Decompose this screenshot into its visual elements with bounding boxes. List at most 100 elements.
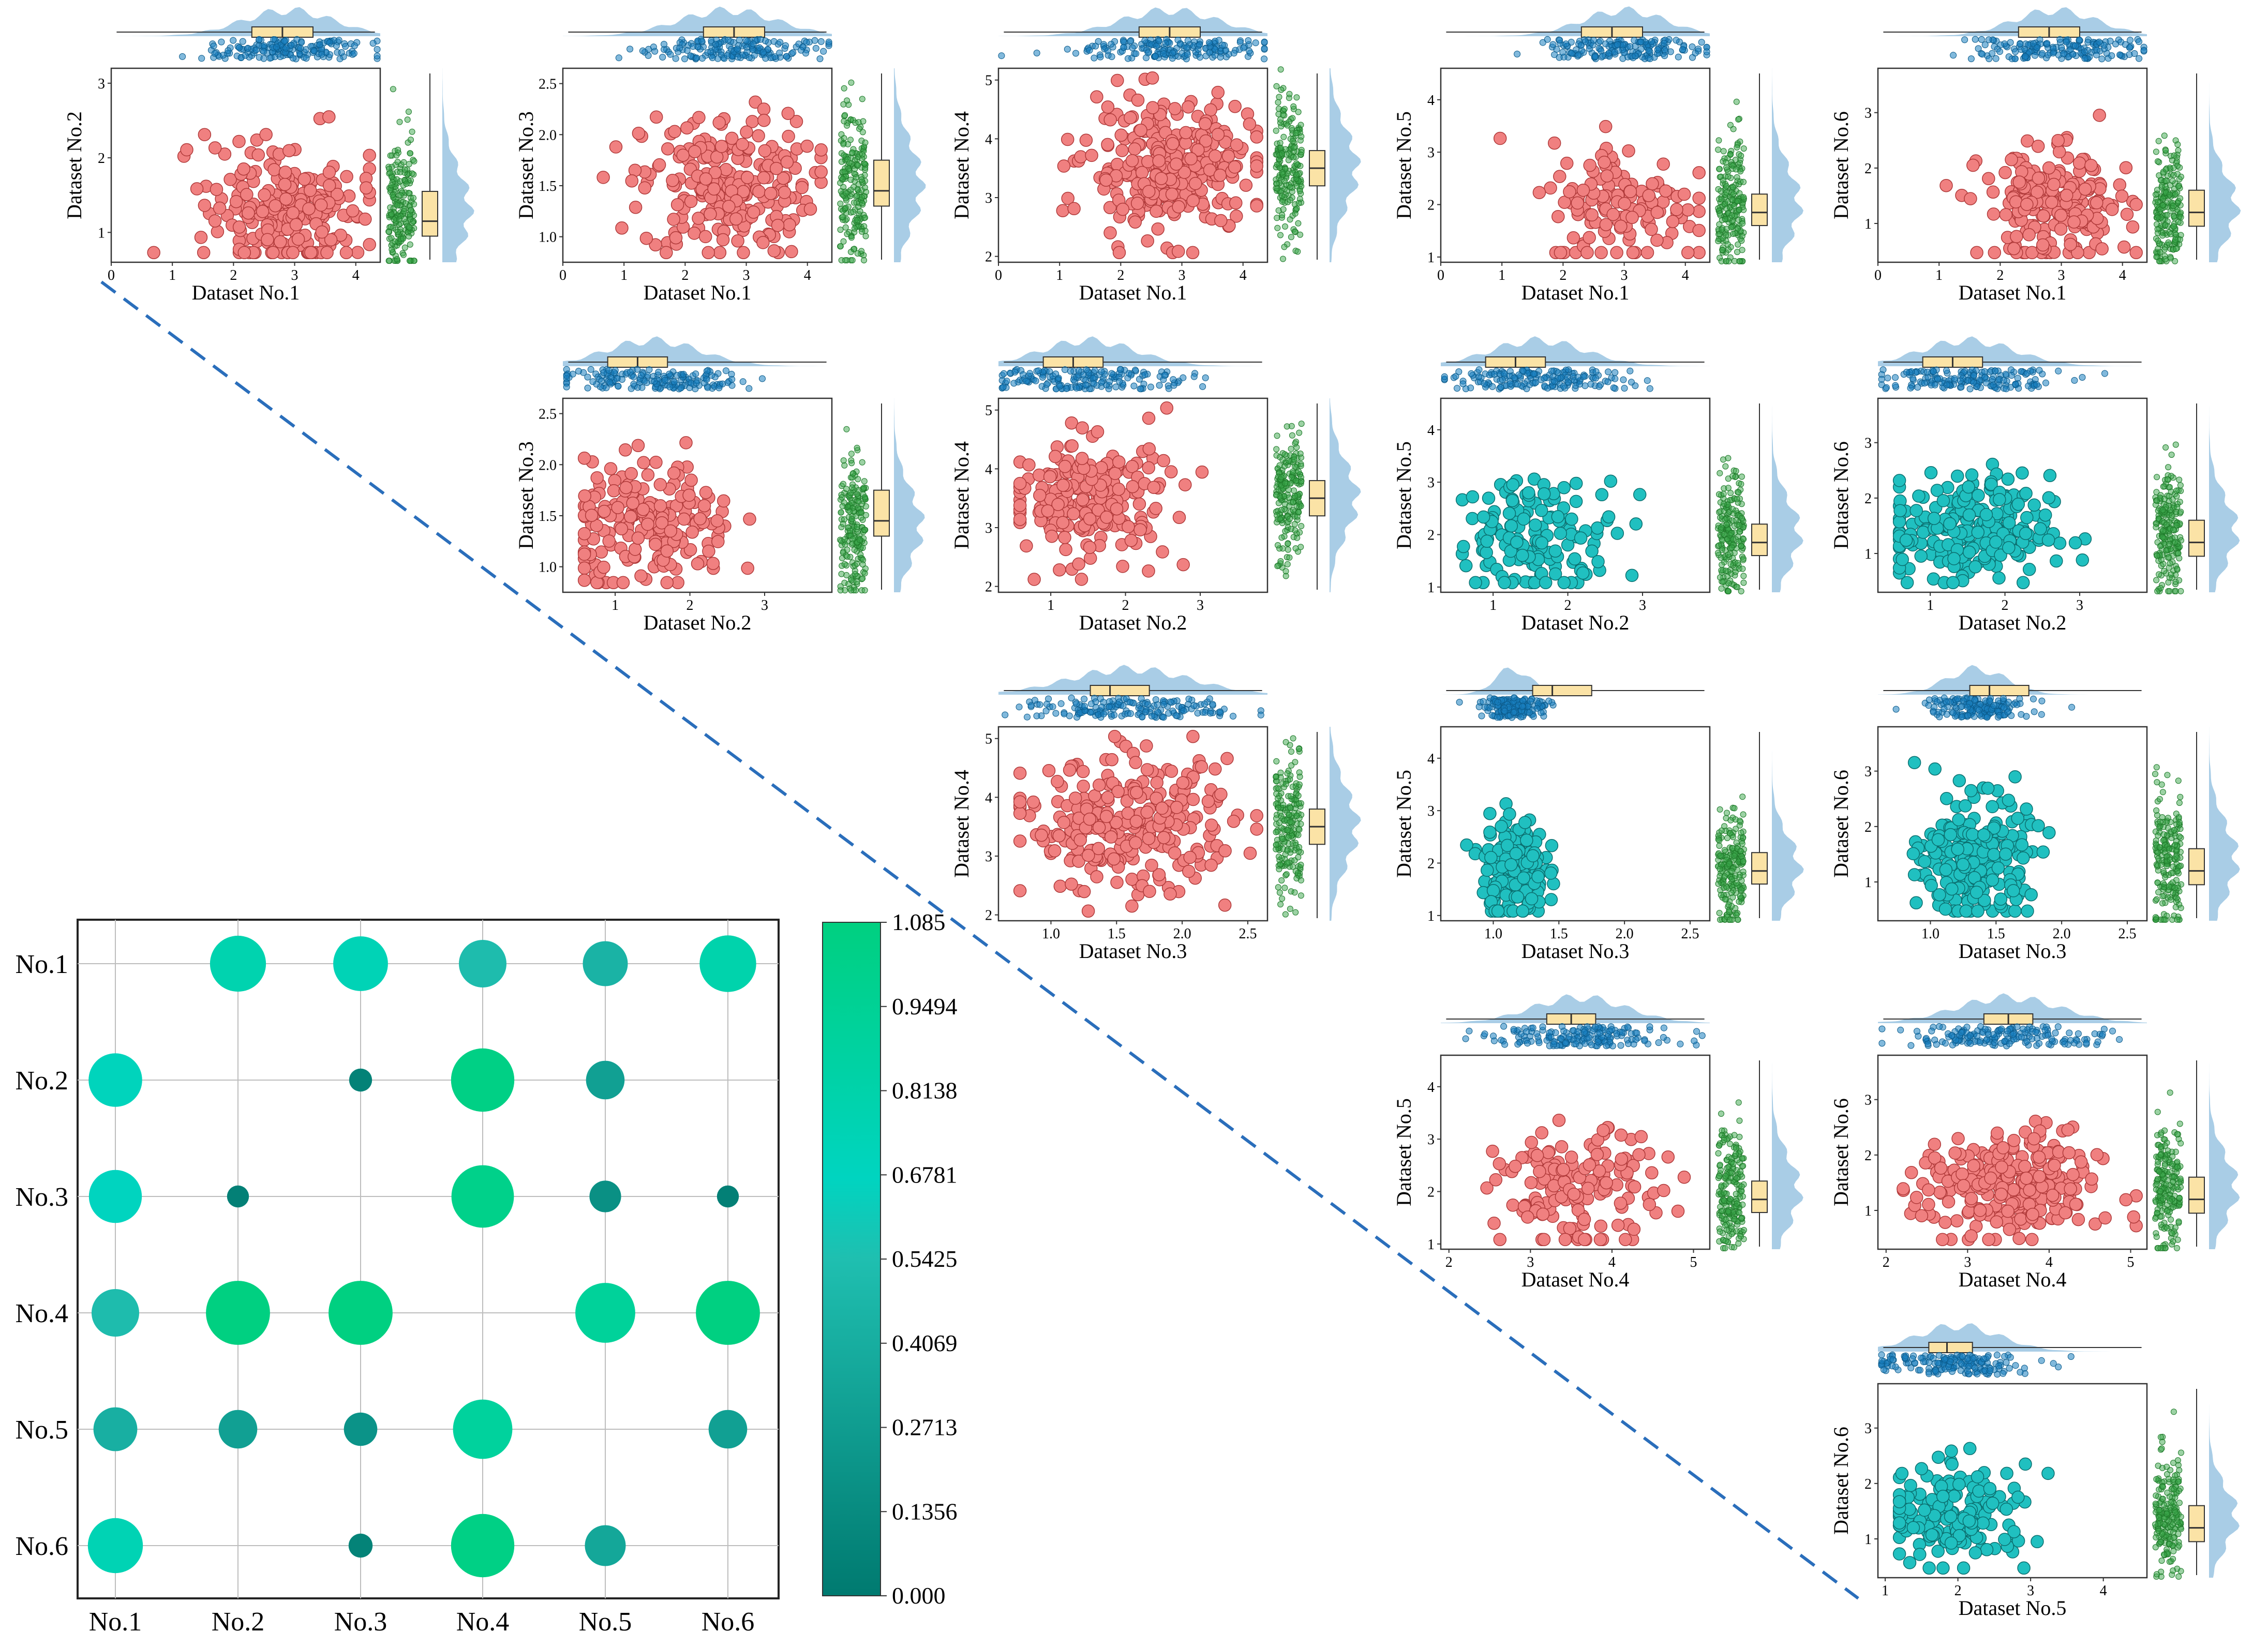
scatter-point <box>649 110 663 124</box>
top-point <box>762 55 769 62</box>
scatter-point <box>1135 166 1149 179</box>
side-point <box>388 182 395 189</box>
side-density <box>894 68 926 262</box>
side-point <box>857 551 864 558</box>
top-point <box>1576 381 1584 388</box>
top-point <box>1170 376 1177 383</box>
x-axis-label: Dataset No.1 <box>192 281 300 304</box>
side-point <box>862 233 869 239</box>
side-point <box>848 79 855 86</box>
side-point <box>2164 212 2171 218</box>
scatter-point <box>1065 439 1079 453</box>
top-point <box>260 48 267 55</box>
scatter-point <box>274 235 287 249</box>
scatter-point <box>1101 138 1114 152</box>
top-point <box>782 42 789 49</box>
scatter-point <box>267 163 281 176</box>
top-point <box>1675 53 1682 61</box>
side-point <box>2175 183 2182 190</box>
scatter-point <box>716 233 730 247</box>
scatter-point <box>2012 175 2026 189</box>
side-point <box>1740 145 1747 152</box>
top-point <box>1003 378 1010 385</box>
top-point <box>639 47 646 54</box>
scatter-point <box>1164 465 1178 478</box>
scatter-point <box>597 560 610 574</box>
top-point <box>698 37 705 44</box>
side-point <box>1740 178 1747 185</box>
side-point <box>401 166 408 173</box>
scatter-point <box>1554 527 1567 540</box>
top-point <box>273 43 280 51</box>
scatter-point <box>1067 507 1080 521</box>
top-point <box>1645 47 1652 54</box>
scatter-point <box>607 484 621 498</box>
side-point <box>409 170 415 177</box>
top-point <box>2036 367 2043 374</box>
scatter-point <box>2051 133 2065 147</box>
scatter-point <box>596 171 610 184</box>
top-point <box>1644 377 1651 384</box>
top-point <box>672 55 679 62</box>
top-point <box>1067 368 1074 375</box>
top-point <box>1091 54 1098 62</box>
scatter-point <box>713 246 727 260</box>
side-point <box>1286 91 1293 97</box>
side-point <box>406 109 412 115</box>
scatter-point <box>1112 246 1126 260</box>
x-tick-label: 1 <box>1047 597 1054 613</box>
scatter-point <box>320 246 334 260</box>
top-point <box>225 47 232 54</box>
scatter-point <box>1049 450 1062 463</box>
side-point <box>2162 256 2169 263</box>
top-point <box>1217 54 1224 61</box>
side-point <box>849 470 856 477</box>
side-point <box>842 587 848 594</box>
side-point <box>1286 458 1292 464</box>
top-point <box>1604 378 1612 385</box>
side-point <box>1730 184 1737 191</box>
top-point <box>2063 38 2070 46</box>
top-point <box>1580 373 1587 380</box>
scatter-point <box>698 230 712 244</box>
top-point <box>563 372 570 380</box>
scatter-point <box>795 181 809 194</box>
scatter-point <box>1986 185 2000 199</box>
scatter-point <box>641 517 654 531</box>
y-tick-label: 1 <box>1864 216 1872 232</box>
side-point <box>1281 106 1288 112</box>
side-point <box>389 246 395 253</box>
side-point <box>859 151 866 158</box>
top-point <box>1501 370 1508 378</box>
top-point <box>680 371 687 378</box>
x-tick-label: 1 <box>169 267 176 283</box>
side-point <box>1289 138 1296 144</box>
y-tick-label: 3 <box>1864 106 1872 122</box>
y-tick-label: 1.0 <box>539 560 557 576</box>
x-tick-label: 2 <box>230 267 237 283</box>
side-point <box>1295 109 1302 115</box>
side-point <box>1294 534 1301 541</box>
scatter-point <box>1614 219 1628 233</box>
top-point <box>1196 41 1203 49</box>
side-density <box>1772 398 1803 592</box>
side-point <box>847 187 854 193</box>
scatter-point <box>1145 71 1159 85</box>
scatter-point <box>717 494 730 508</box>
top-point <box>610 369 618 376</box>
scatter-point <box>1124 111 1137 125</box>
scatter-point <box>619 443 632 457</box>
side-point <box>849 257 856 264</box>
side-point <box>847 137 854 143</box>
x-tick-label: 1 <box>1498 267 1505 283</box>
side-point <box>410 194 416 201</box>
scatter-point <box>1623 185 1637 198</box>
top-point <box>1605 368 1612 376</box>
side-point <box>1738 543 1744 549</box>
scatter-point <box>147 246 160 260</box>
scatter-point <box>314 198 328 212</box>
side-point <box>1280 111 1286 118</box>
scatter-point <box>1466 512 1479 526</box>
top-point <box>211 50 218 57</box>
y-tick-label: 1.5 <box>539 178 557 194</box>
